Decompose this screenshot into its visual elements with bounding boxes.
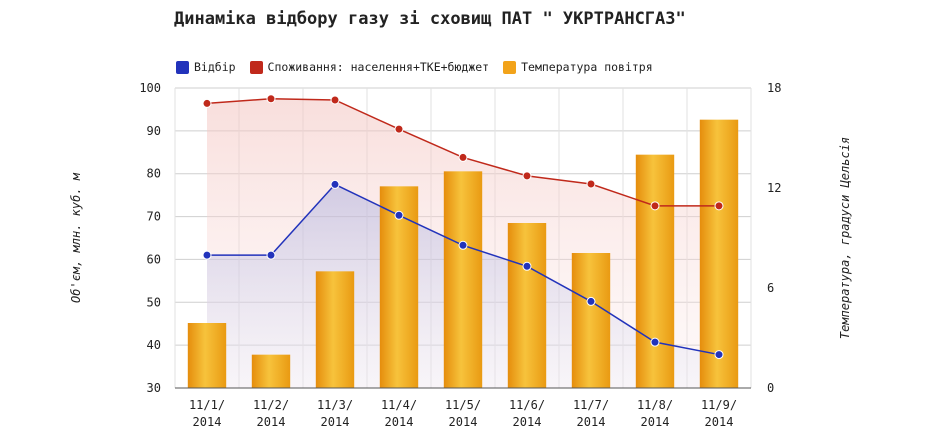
withdrawal-point bbox=[202, 250, 212, 260]
consumption-point bbox=[394, 124, 404, 134]
consumption-point bbox=[458, 152, 468, 162]
x-tick-label: 2014 bbox=[513, 415, 542, 429]
y-left-tick-label: 50 bbox=[147, 295, 161, 309]
x-tick-label: 11/4/ bbox=[381, 398, 417, 412]
legend-label-withdrawal: Відбір bbox=[194, 60, 236, 74]
x-tick-label: 11/9/ bbox=[701, 398, 737, 412]
y-right-tick-label: 12 bbox=[767, 181, 781, 195]
x-tick-label: 2014 bbox=[257, 415, 286, 429]
temperature-bar bbox=[187, 323, 227, 388]
legend-label-consumption: Споживання: населення+ТКЕ+бюджет bbox=[267, 60, 490, 74]
x-tick-label: 2014 bbox=[321, 415, 350, 429]
consumption-point bbox=[266, 94, 276, 104]
x-tick-label: 11/2/ bbox=[253, 398, 289, 412]
temperature-bar bbox=[507, 223, 547, 388]
y-left-tick-label: 30 bbox=[147, 381, 161, 395]
y-left-tick-label: 80 bbox=[147, 167, 161, 181]
y-left-tick-label: 40 bbox=[147, 338, 161, 352]
y-right-tick-label: 6 bbox=[767, 281, 774, 295]
y-left-tick-label: 90 bbox=[147, 124, 161, 138]
consumption-point bbox=[650, 201, 660, 211]
x-tick-label: 2014 bbox=[641, 415, 670, 429]
x-tick-label: 11/3/ bbox=[317, 398, 353, 412]
withdrawal-point bbox=[522, 261, 532, 271]
withdrawal-point bbox=[394, 210, 404, 220]
legend-item-withdrawal[interactable]: Відбір bbox=[176, 60, 236, 74]
temperature-bar bbox=[571, 253, 611, 388]
consumption-point bbox=[714, 201, 724, 211]
y-left-axis-title: Об'єм, млн. куб. м bbox=[69, 172, 83, 303]
temperature-bar bbox=[635, 154, 675, 388]
temperature-bar bbox=[251, 354, 291, 388]
x-tick-label: 2014 bbox=[193, 415, 222, 429]
axes: 30 40 50 60 70 80 90 100 0 6 12 18 11/1/2014 11/2/201… bbox=[69, 81, 852, 429]
y-right-tick-label: 0 bbox=[767, 381, 774, 395]
temperature-bar bbox=[379, 186, 419, 388]
y-left-tick-label: 60 bbox=[147, 252, 161, 266]
withdrawal-point bbox=[586, 296, 596, 306]
consumption-point bbox=[330, 95, 340, 105]
x-tick-label: 11/8/ bbox=[637, 398, 673, 412]
legend-item-consumption[interactable]: Споживання: населення+ТКЕ+бюджет bbox=[249, 60, 490, 74]
consumption-point bbox=[586, 179, 596, 189]
chart-title: Динаміка відбору газу зі сховищ ПАТ " УК… bbox=[174, 9, 686, 29]
consumption-point bbox=[522, 171, 532, 181]
withdrawal-point bbox=[650, 337, 660, 347]
x-tick-label: 11/6/ bbox=[509, 398, 545, 412]
withdrawal-point bbox=[330, 179, 340, 189]
temperature-bar bbox=[443, 171, 483, 388]
x-tick-label: 2014 bbox=[705, 415, 734, 429]
x-tick-label: 2014 bbox=[449, 415, 478, 429]
x-tick-label: 2014 bbox=[577, 415, 606, 429]
x-tick-label: 11/5/ bbox=[445, 398, 481, 412]
y-left-tick-label: 100 bbox=[139, 81, 161, 95]
line-series bbox=[202, 94, 724, 360]
temperature-bar bbox=[315, 271, 355, 388]
legend-swatch-consumption bbox=[249, 60, 263, 74]
legend-swatch-withdrawal bbox=[176, 60, 189, 74]
x-tick-label: 11/1/ bbox=[189, 398, 225, 412]
legend-swatch-temperature bbox=[503, 60, 517, 74]
consumption-point bbox=[202, 98, 212, 108]
x-tick-label: 11/7/ bbox=[573, 398, 609, 412]
y-right-axis-title: Температура, градуси Цельсія bbox=[838, 137, 852, 339]
legend-label-temperature: Температура повітря bbox=[521, 60, 653, 74]
withdrawal-point bbox=[458, 240, 468, 250]
x-tick-label: 2014 bbox=[385, 415, 414, 429]
withdrawal-point bbox=[266, 250, 276, 260]
legend: Відбір Споживання: населення+ТКЕ+бюджет … bbox=[176, 60, 667, 74]
temperature-bar bbox=[699, 119, 739, 389]
y-left-tick-label: 70 bbox=[147, 210, 161, 224]
temperature-bars bbox=[187, 119, 739, 389]
legend-item-temperature[interactable]: Температура повітря bbox=[503, 60, 653, 74]
y-right-tick-label: 18 bbox=[767, 81, 781, 95]
withdrawal-point bbox=[714, 350, 724, 360]
